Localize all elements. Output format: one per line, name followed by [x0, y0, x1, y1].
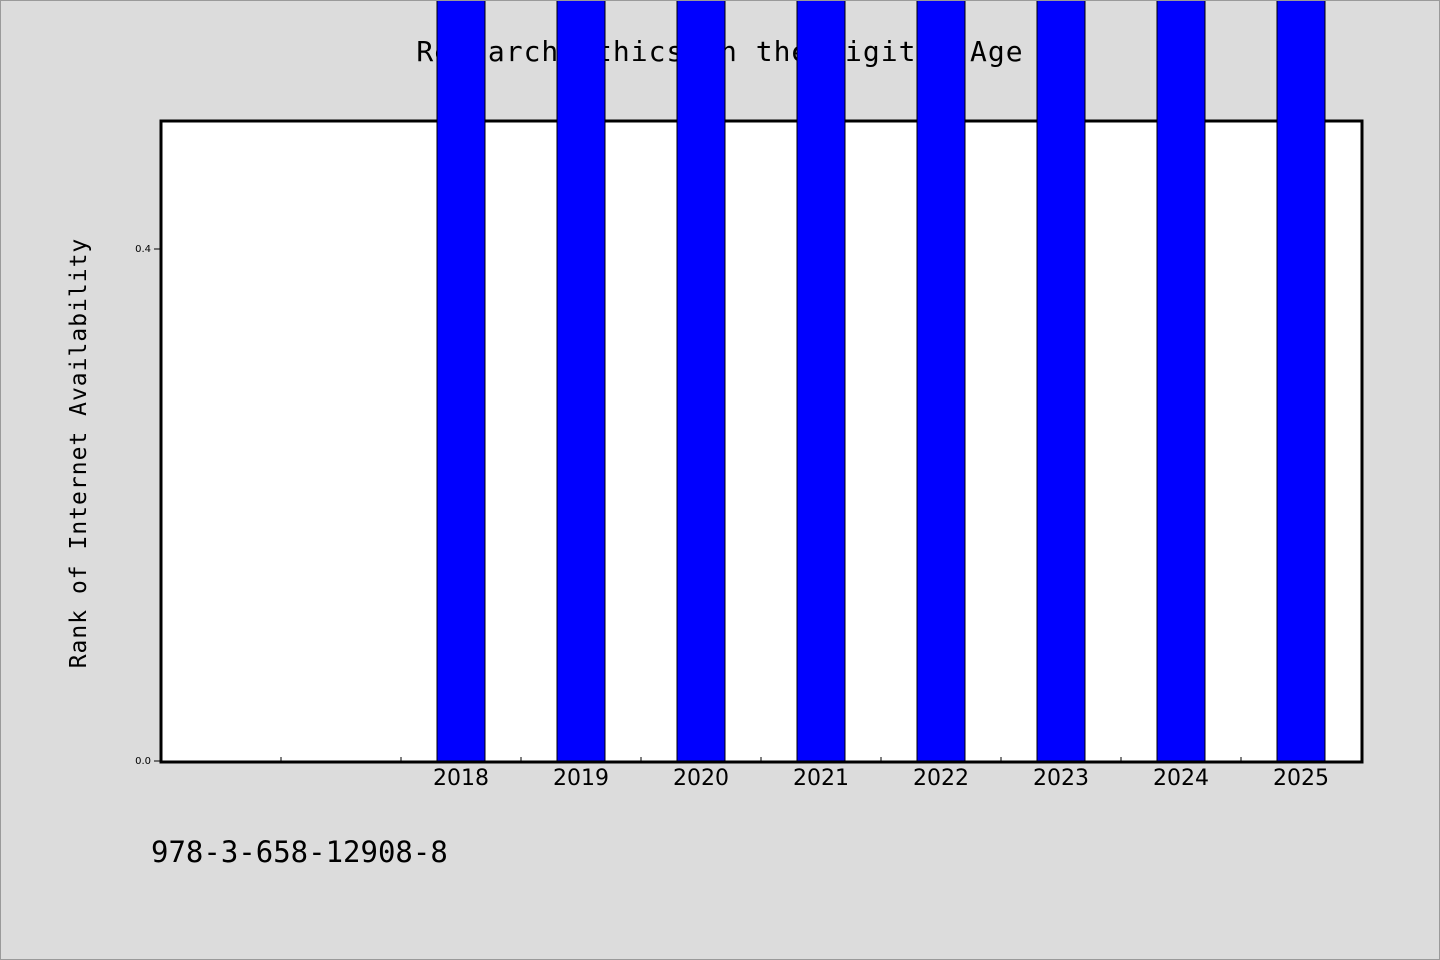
bar-2019 — [556, 1, 606, 762]
y-axis-ticks: 0.00.40.8 — [135, 244, 161, 767]
bar-2024 — [1156, 1, 1206, 762]
bar-2020 — [676, 1, 726, 762]
y-tick-label: 0.4 — [135, 244, 151, 255]
bar-2023 — [1036, 1, 1086, 762]
x-tick-label: 2021 — [793, 766, 849, 791]
bars — [436, 1, 1326, 762]
bar-2022 — [916, 1, 966, 762]
x-tick-label: 2025 — [1273, 766, 1329, 791]
x-tick-label: 2018 — [433, 766, 489, 791]
isbn-text: 978-3-658-12908-8 — [151, 835, 448, 869]
x-tick-label: 2020 — [673, 766, 729, 791]
bar-2025 — [1276, 1, 1326, 762]
x-tick-label: 2023 — [1033, 766, 1089, 791]
x-tick-label: 2019 — [553, 766, 609, 791]
bar-2021 — [796, 1, 846, 762]
x-tick-label: 2024 — [1153, 766, 1209, 791]
x-tick-label: 2022 — [913, 766, 969, 791]
bar-labels: 2018552102019502112020432162021362192022… — [433, 766, 1329, 791]
x-axis-ticks — [280, 757, 1242, 762]
y-tick-label: 0.0 — [135, 756, 151, 767]
bar-2018 — [436, 1, 486, 762]
